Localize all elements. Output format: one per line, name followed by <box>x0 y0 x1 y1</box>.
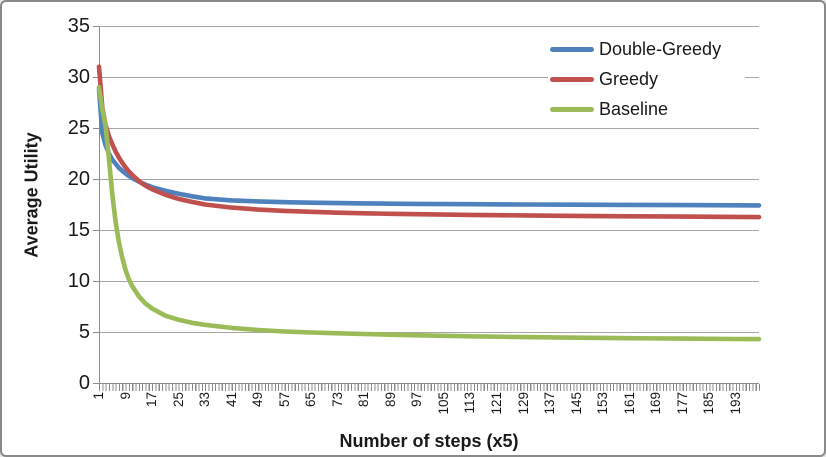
y-axis-line <box>99 26 100 383</box>
legend-swatch-baseline <box>550 107 594 112</box>
y-axis-tick <box>93 281 99 282</box>
y-axis-tick <box>93 332 99 333</box>
y-axis-tick <box>93 26 99 27</box>
y-tick-label: 15 <box>67 219 90 241</box>
x-tick-label: 33 <box>197 392 213 408</box>
gridline <box>99 26 759 27</box>
x-tick-label: 113 <box>462 392 478 414</box>
x-tick-label: 65 <box>303 392 319 408</box>
x-tick-label: 49 <box>250 392 266 408</box>
x-tick-label: 9 <box>117 392 133 400</box>
legend-swatch-double-greedy <box>550 47 594 52</box>
x-tick-label: 161 <box>621 392 637 415</box>
legend-item-greedy: Greedy <box>548 65 745 94</box>
x-tick-label: 169 <box>648 392 664 415</box>
x-tick-label: 105 <box>435 392 451 415</box>
x-tick-label: 97 <box>409 392 425 408</box>
gridline <box>99 230 759 231</box>
x-tick-label: 25 <box>170 392 186 408</box>
y-axis-tick <box>93 230 99 231</box>
y-tick-label: 0 <box>78 372 90 394</box>
x-tick-label: 145 <box>568 392 584 415</box>
x-tick-label: 185 <box>701 392 717 415</box>
series-line-greedy <box>96 64 762 220</box>
y-tick-label: 25 <box>67 117 90 139</box>
y-axis-tick <box>93 179 99 180</box>
gridline <box>99 281 759 282</box>
y-tick-label: 5 <box>78 321 90 343</box>
gridline <box>99 77 759 78</box>
legend-swatch-greedy <box>550 77 594 82</box>
y-tick-label: 30 <box>67 66 90 88</box>
x-axis-minor-ticks <box>99 384 761 391</box>
y-tick-label: 35 <box>67 15 90 37</box>
x-tick-label: 137 <box>542 392 558 415</box>
x-tick-label: 57 <box>276 392 292 408</box>
x-tick-label: 193 <box>727 392 743 415</box>
x-tick-label: 177 <box>674 392 690 415</box>
legend-label-double-greedy: Double-Greedy <box>599 39 722 59</box>
x-axis-line <box>93 383 759 384</box>
x-axis-title: Number of steps (x5) <box>339 431 519 451</box>
legend-item-double-greedy: Double-Greedy <box>548 35 745 64</box>
y-axis-tick <box>93 128 99 129</box>
y-axis-title: Average Utility <box>21 132 42 258</box>
x-tick-label: 129 <box>515 392 531 415</box>
legend-label-baseline: Baseline <box>599 99 669 119</box>
x-tick-label: 1 <box>91 392 106 400</box>
y-axis-tick <box>93 77 99 78</box>
x-tick-label: 73 <box>329 392 345 408</box>
y-tick-label: 10 <box>67 270 90 292</box>
legend-item-baseline: Baseline <box>548 95 745 124</box>
gridline <box>99 179 759 180</box>
x-tick-label: 17 <box>144 392 160 408</box>
x-tick-label: 81 <box>356 392 372 408</box>
y-tick-label: 20 <box>67 168 90 190</box>
x-tick-label: 153 <box>595 392 611 415</box>
legend: Double-Greedy Greedy Baseline <box>548 33 745 126</box>
x-tick-label: 89 <box>382 392 398 408</box>
plot-area <box>96 64 762 342</box>
x-tick-label: 41 <box>223 392 239 408</box>
gridline <box>99 128 759 129</box>
series-line-baseline <box>96 84 762 342</box>
legend-label-greedy: Greedy <box>599 69 659 89</box>
x-tick-label: 121 <box>488 392 504 415</box>
gridline <box>99 332 759 333</box>
series-line-double-greedy <box>96 86 762 208</box>
